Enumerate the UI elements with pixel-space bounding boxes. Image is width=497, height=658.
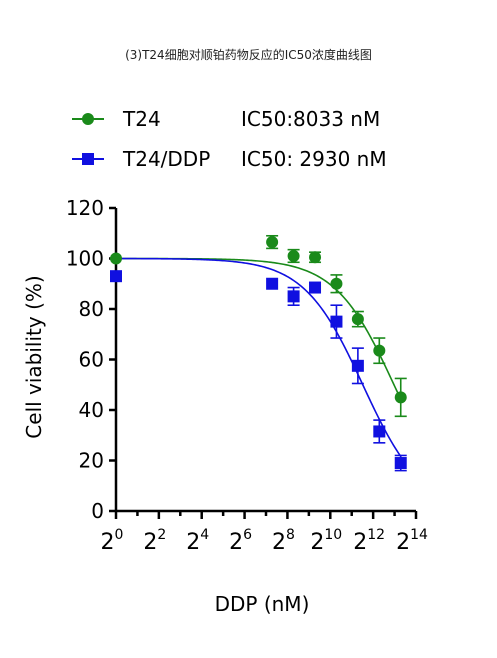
legend-marker [82, 153, 94, 165]
data-point [373, 425, 386, 438]
data-point [110, 270, 122, 283]
data-point [309, 251, 322, 264]
x-axis-label: DDP (nM) [215, 592, 310, 616]
legend-ic50-text: IC50: 2930 nM [241, 147, 387, 171]
data-point [394, 457, 407, 470]
x-tick-label: 210 [310, 527, 342, 555]
x-tick-label: 20 [101, 527, 124, 555]
data-point [351, 359, 364, 372]
x-tick-label: 26 [229, 527, 252, 555]
legend-series-name: T24 [122, 107, 161, 131]
data-point [330, 277, 343, 290]
x-tick-label: 28 [272, 527, 295, 555]
y-axis-label: Cell viability (%) [22, 275, 46, 438]
data-point [394, 391, 407, 404]
x-tick-label: 24 [186, 527, 209, 555]
data-point [309, 281, 322, 294]
axes [114, 208, 416, 513]
data-point [351, 313, 364, 326]
y-tick-label: 80 [79, 297, 104, 321]
y-axis-ticks: 0 20 40 60 80 100 120 [66, 196, 116, 523]
y-tick-label: 60 [79, 348, 104, 372]
data-point [110, 252, 122, 265]
data-points [110, 234, 407, 472]
data-point [266, 277, 279, 290]
data-point [287, 249, 300, 262]
legend-series-name: T24/DDP [122, 147, 210, 171]
data-point [330, 315, 343, 328]
x-tick-label: 212 [353, 527, 385, 555]
x-tick-label: 22 [143, 527, 166, 555]
x-tick-label: 214 [396, 527, 428, 555]
y-tick-label: 20 [79, 449, 104, 473]
figure-caption: (3)T24细胞对顺铂药物反应的IC50浓度曲线图 [125, 48, 372, 62]
data-point [373, 344, 386, 357]
y-tick-label: 0 [91, 499, 104, 523]
x-axis-ticks: 20 22 24 26 28 210 212 214 [101, 511, 428, 555]
legend-marker [82, 113, 94, 125]
y-tick-label: 100 [66, 247, 104, 271]
data-point [266, 236, 279, 249]
data-point [287, 290, 300, 303]
y-tick-label: 120 [66, 196, 104, 220]
legend-ic50-text: IC50:8033 nM [241, 107, 380, 131]
y-tick-label: 40 [79, 398, 104, 422]
legend: T24 IC50:8033 nM T24/DDP IC50: 2930 nM [72, 107, 387, 171]
